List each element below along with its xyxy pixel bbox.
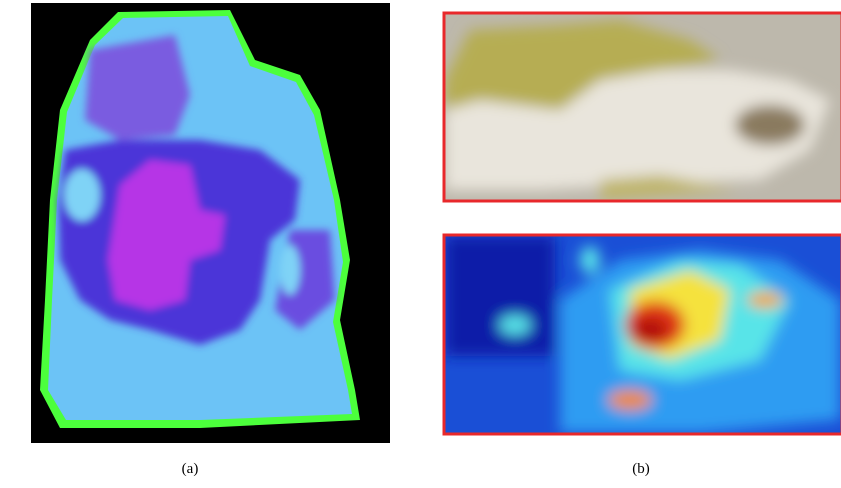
figure: (a) (b) [0,0,841,488]
caption: (b) [632,461,650,477]
panel-b-heatmap [444,235,841,434]
panel-a-image [31,3,390,443]
caption: (a) [182,461,199,477]
panel-b-photo [444,13,841,201]
page: (a) (b) (() => { const data = JSON.parse… [0,0,841,488]
